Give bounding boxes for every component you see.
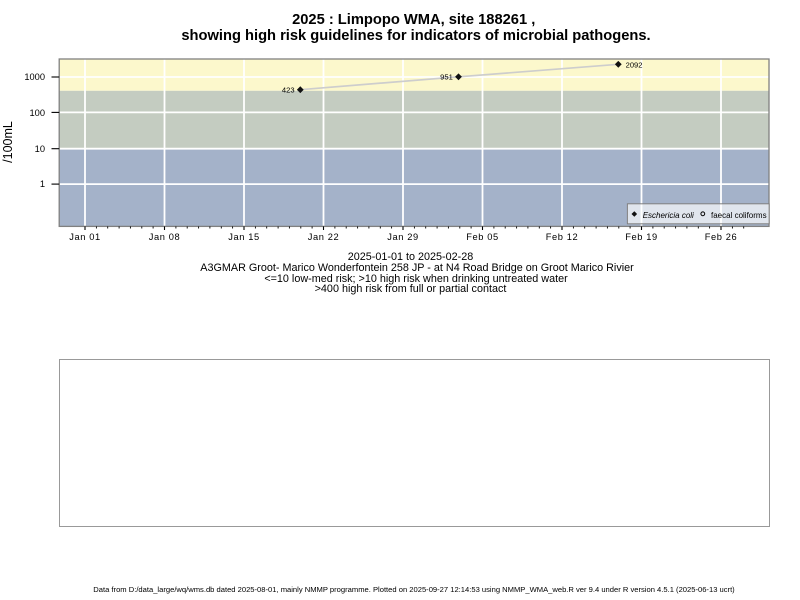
svg-text:faecal coliforms: faecal coliforms xyxy=(711,211,767,220)
svg-text:2092: 2092 xyxy=(626,61,643,70)
svg-text:Eschericia coli: Eschericia coli xyxy=(643,211,694,220)
svg-text:423: 423 xyxy=(282,85,295,94)
svg-text:951: 951 xyxy=(440,72,453,81)
